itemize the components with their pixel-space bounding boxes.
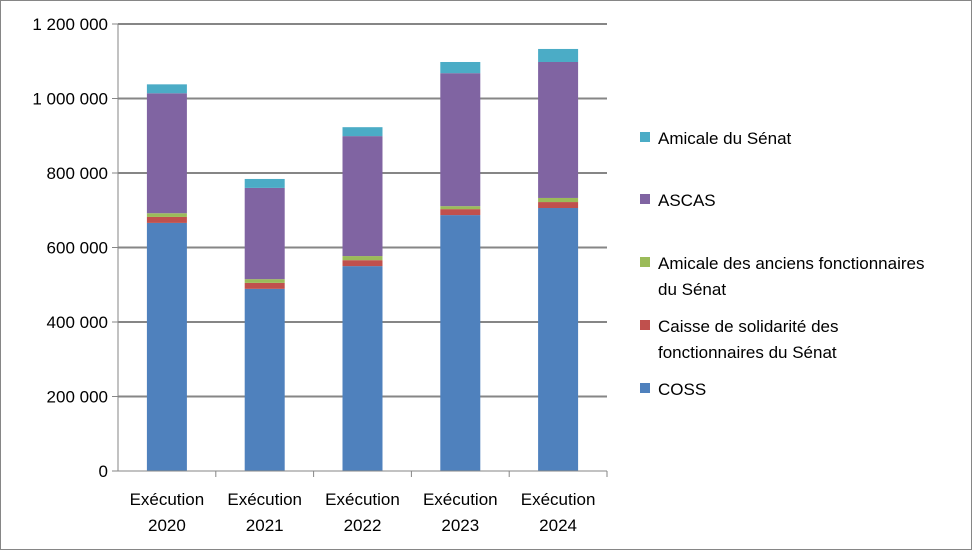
bar-segment [538,197,579,203]
legend-swatch [640,194,650,204]
y-tick-label: 1 000 000 [32,90,108,109]
y-tick-label: 0 [99,462,108,481]
bar-segment [342,127,383,137]
y-tick-label: 200 000 [47,388,108,407]
bar-segment [244,178,285,188]
bar-segment [244,282,285,289]
legend-label: ASCAS [658,191,716,210]
bar-segment [440,73,481,207]
bar-segment [146,84,187,94]
bar-segment [538,48,579,62]
bar-segment [342,256,383,261]
bar-segment [342,260,383,267]
legend-swatch [640,132,650,142]
legend-swatch [640,320,650,330]
x-tick-label: 2021 [246,516,284,535]
bar-segment [342,136,383,257]
bar-segment [538,208,579,471]
bar-segment [440,206,481,210]
bar-segment [538,61,579,198]
axes: 0 200 000 400 000 600 000 800 000 1 000 000 1 … [32,15,608,535]
legend-swatch [640,383,650,393]
x-tick-label: Exécution [423,490,498,509]
legend-label: fonctionnaires du Sénat [658,343,837,362]
bar-segment [440,61,481,74]
bars [146,48,579,471]
x-tick-label: 2024 [539,516,577,535]
legend-swatch [640,257,650,267]
legend-label: Caisse de solidarité des [658,317,838,336]
x-tick-label: Exécution [325,490,400,509]
bar-segment [244,187,285,280]
y-tick-label: 400 000 [47,313,108,332]
x-tick-label: 2022 [344,516,382,535]
legend-label: du Sénat [658,280,726,299]
x-tick-label: Exécution [227,490,302,509]
legend-label: COSS [658,380,706,399]
x-tick-label: 2020 [148,516,186,535]
bar-segment [244,288,285,471]
bar-segment [342,266,383,471]
y-tick-label: 1 200 000 [32,15,108,34]
bar-segment [146,93,187,214]
bar-segment [146,222,187,471]
x-tick-label: 2023 [441,516,479,535]
legend: Amicale du Sénat ASCAS Amicale des anciens… [640,129,924,399]
y-tick-label: 800 000 [47,164,108,183]
bar-segment [538,202,579,209]
x-tick-label: Exécution [521,490,596,509]
legend-label: Amicale du Sénat [658,129,792,148]
bar-segment [146,216,187,223]
bar-segment [244,279,285,283]
bar-segment [440,209,481,216]
bar-segment [440,215,481,471]
bar-segment [146,213,187,217]
legend-label: Amicale des anciens fonctionnaires [658,254,924,273]
x-tick-label: Exécution [130,490,205,509]
y-tick-label: 600 000 [47,239,108,258]
